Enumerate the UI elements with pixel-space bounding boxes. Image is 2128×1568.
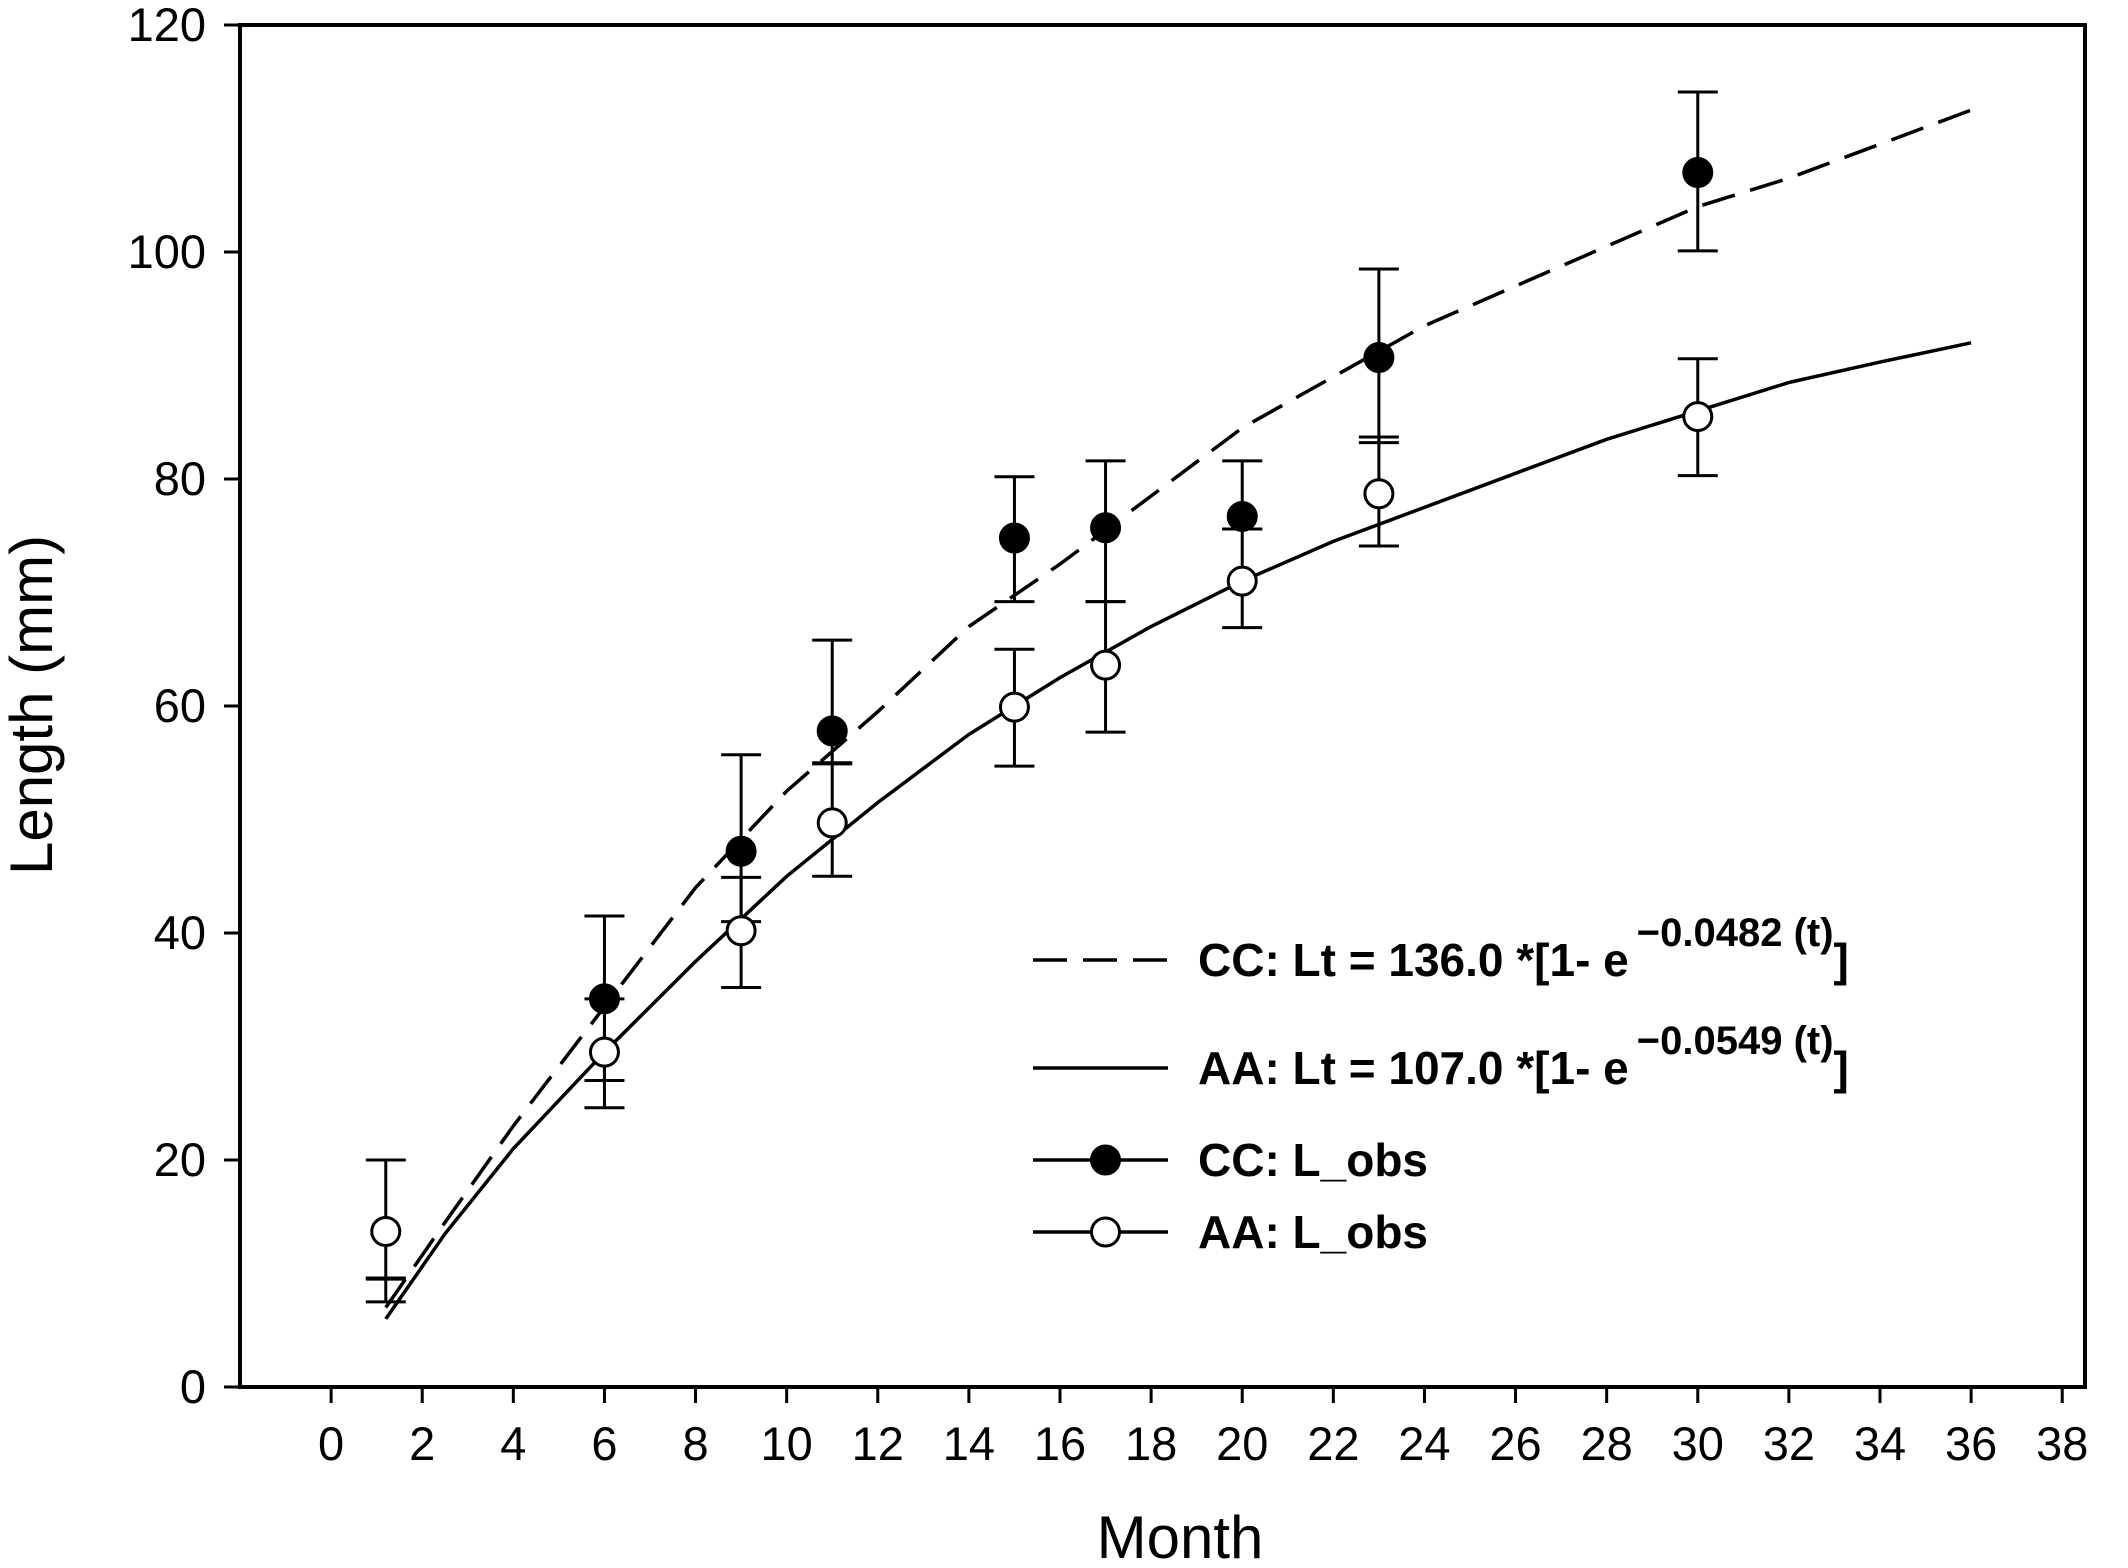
cc-obs-point [1222,459,1263,532]
aa-obs-point [1677,357,1718,478]
aa-obs-point [994,647,1035,768]
x-axis-title: Month [1097,1504,1264,1568]
y-tick-label: 100 [128,225,206,278]
cc-obs-point [1358,267,1399,445]
x-tick-label: 20 [1216,1417,1268,1470]
open-circle-marker [725,915,757,947]
aa-obs-point [1085,600,1126,734]
filled-circle-marker [816,715,848,747]
y-tick-label: 60 [154,679,206,732]
x-tick-label: 34 [1854,1417,1906,1470]
filled-circle-marker [1682,157,1714,189]
filled-circle-marker [725,835,757,867]
x-tick-label: 36 [1945,1417,1997,1470]
open-circle-marker [1682,401,1714,433]
legend-exponent: −0.0549 (t) [1637,1019,1834,1063]
x-tick-label: 24 [1398,1417,1450,1470]
open-circle-marker [998,691,1030,723]
x-tick-label: 22 [1307,1417,1359,1470]
filled-circle-marker [1226,500,1258,532]
legend-prefix: AA: Lt = 107.0 *[1- e [1198,1042,1629,1094]
cc-fit-legend-label: CC: Lt = 136.0 *[1- e−0.0482 (t)] [1198,911,1849,986]
aa-obs-point [1222,527,1263,630]
aa-obs-legend-label: AA: L_obs [1198,1206,1428,1258]
y-tick-label: 40 [154,906,206,959]
open-circle-marker [370,1216,402,1248]
cc-obs-point [994,475,1035,604]
plot-frame [238,23,2087,1389]
cc-obs-legend-label: CC: L_obs [1198,1134,1428,1186]
x-tick-label: 12 [852,1417,904,1470]
aa-obs-point [365,1158,406,1280]
aa-fit-legend-label: AA: Lt = 107.0 *[1- e−0.0549 (t)] [1198,1019,1849,1094]
aa-fit-curve [384,341,1972,1320]
fitted-curves [384,108,1972,1320]
x-tick-label: 2 [409,1417,435,1470]
y-tick-label: 120 [128,0,206,51]
open-circle-marker [816,807,848,839]
y-tick-label: 80 [154,452,206,505]
x-tick-label: 28 [1581,1417,1633,1470]
x-tick-label: 10 [761,1417,813,1470]
cc-obs-point [721,753,762,924]
x-tick-label: 18 [1125,1417,1177,1470]
aa-obs-point [721,875,762,989]
aa-obs-legend-marker [1090,1216,1121,1248]
aa-obs-point [1358,435,1399,548]
legend-exponent: −0.0482 (t) [1637,911,1834,955]
x-tick-label: 32 [1763,1417,1815,1470]
legend: CC: Lt = 136.0 *[1- e−0.0482 (t)]AA: Lt … [1033,911,1849,1258]
y-tick-label: 20 [154,1133,206,1186]
x-tick-label: 30 [1672,1417,1724,1470]
legend-suffix: ] [1834,934,1849,986]
open-circle-marker [1090,649,1122,681]
axes: 0 2 4 6 8 10 12 14 16 18 20 22 24 26 28 30 32 34 36 3802040… [128,0,2089,1470]
legend-suffix: ] [1834,1042,1849,1094]
legend-prefix: CC: Lt = 136.0 *[1- e [1198,934,1629,986]
x-tick-label: 0 [318,1417,344,1470]
cc-obs-legend-marker [1090,1144,1121,1176]
x-tick-label: 6 [591,1417,617,1470]
x-tick-label: 16 [1034,1417,1086,1470]
filled-circle-marker [998,522,1030,554]
x-tick-label: 14 [943,1417,995,1470]
open-circle-marker [1363,478,1395,510]
x-tick-label: 8 [682,1417,708,1470]
x-tick-label: 38 [2036,1417,2088,1470]
open-circle-marker [1226,565,1258,597]
cc-obs-point [812,638,853,765]
y-tick-label: 0 [180,1360,206,1413]
cc-obs-point [1677,90,1718,253]
filled-circle-marker [1363,342,1395,374]
open-circle-marker [588,1036,620,1068]
x-tick-label: 4 [500,1417,526,1470]
cc-obs-point [1085,459,1126,604]
y-axis-title: Length (mm) [0,535,65,875]
aa-obs-point [812,762,853,878]
filled-circle-marker [1090,512,1122,544]
aa-obs-point [584,997,625,1110]
x-tick-label: 26 [1489,1417,1541,1470]
plot-area [238,23,2087,1389]
observations [365,90,1718,1304]
cc-fit-curve [384,108,1972,1309]
